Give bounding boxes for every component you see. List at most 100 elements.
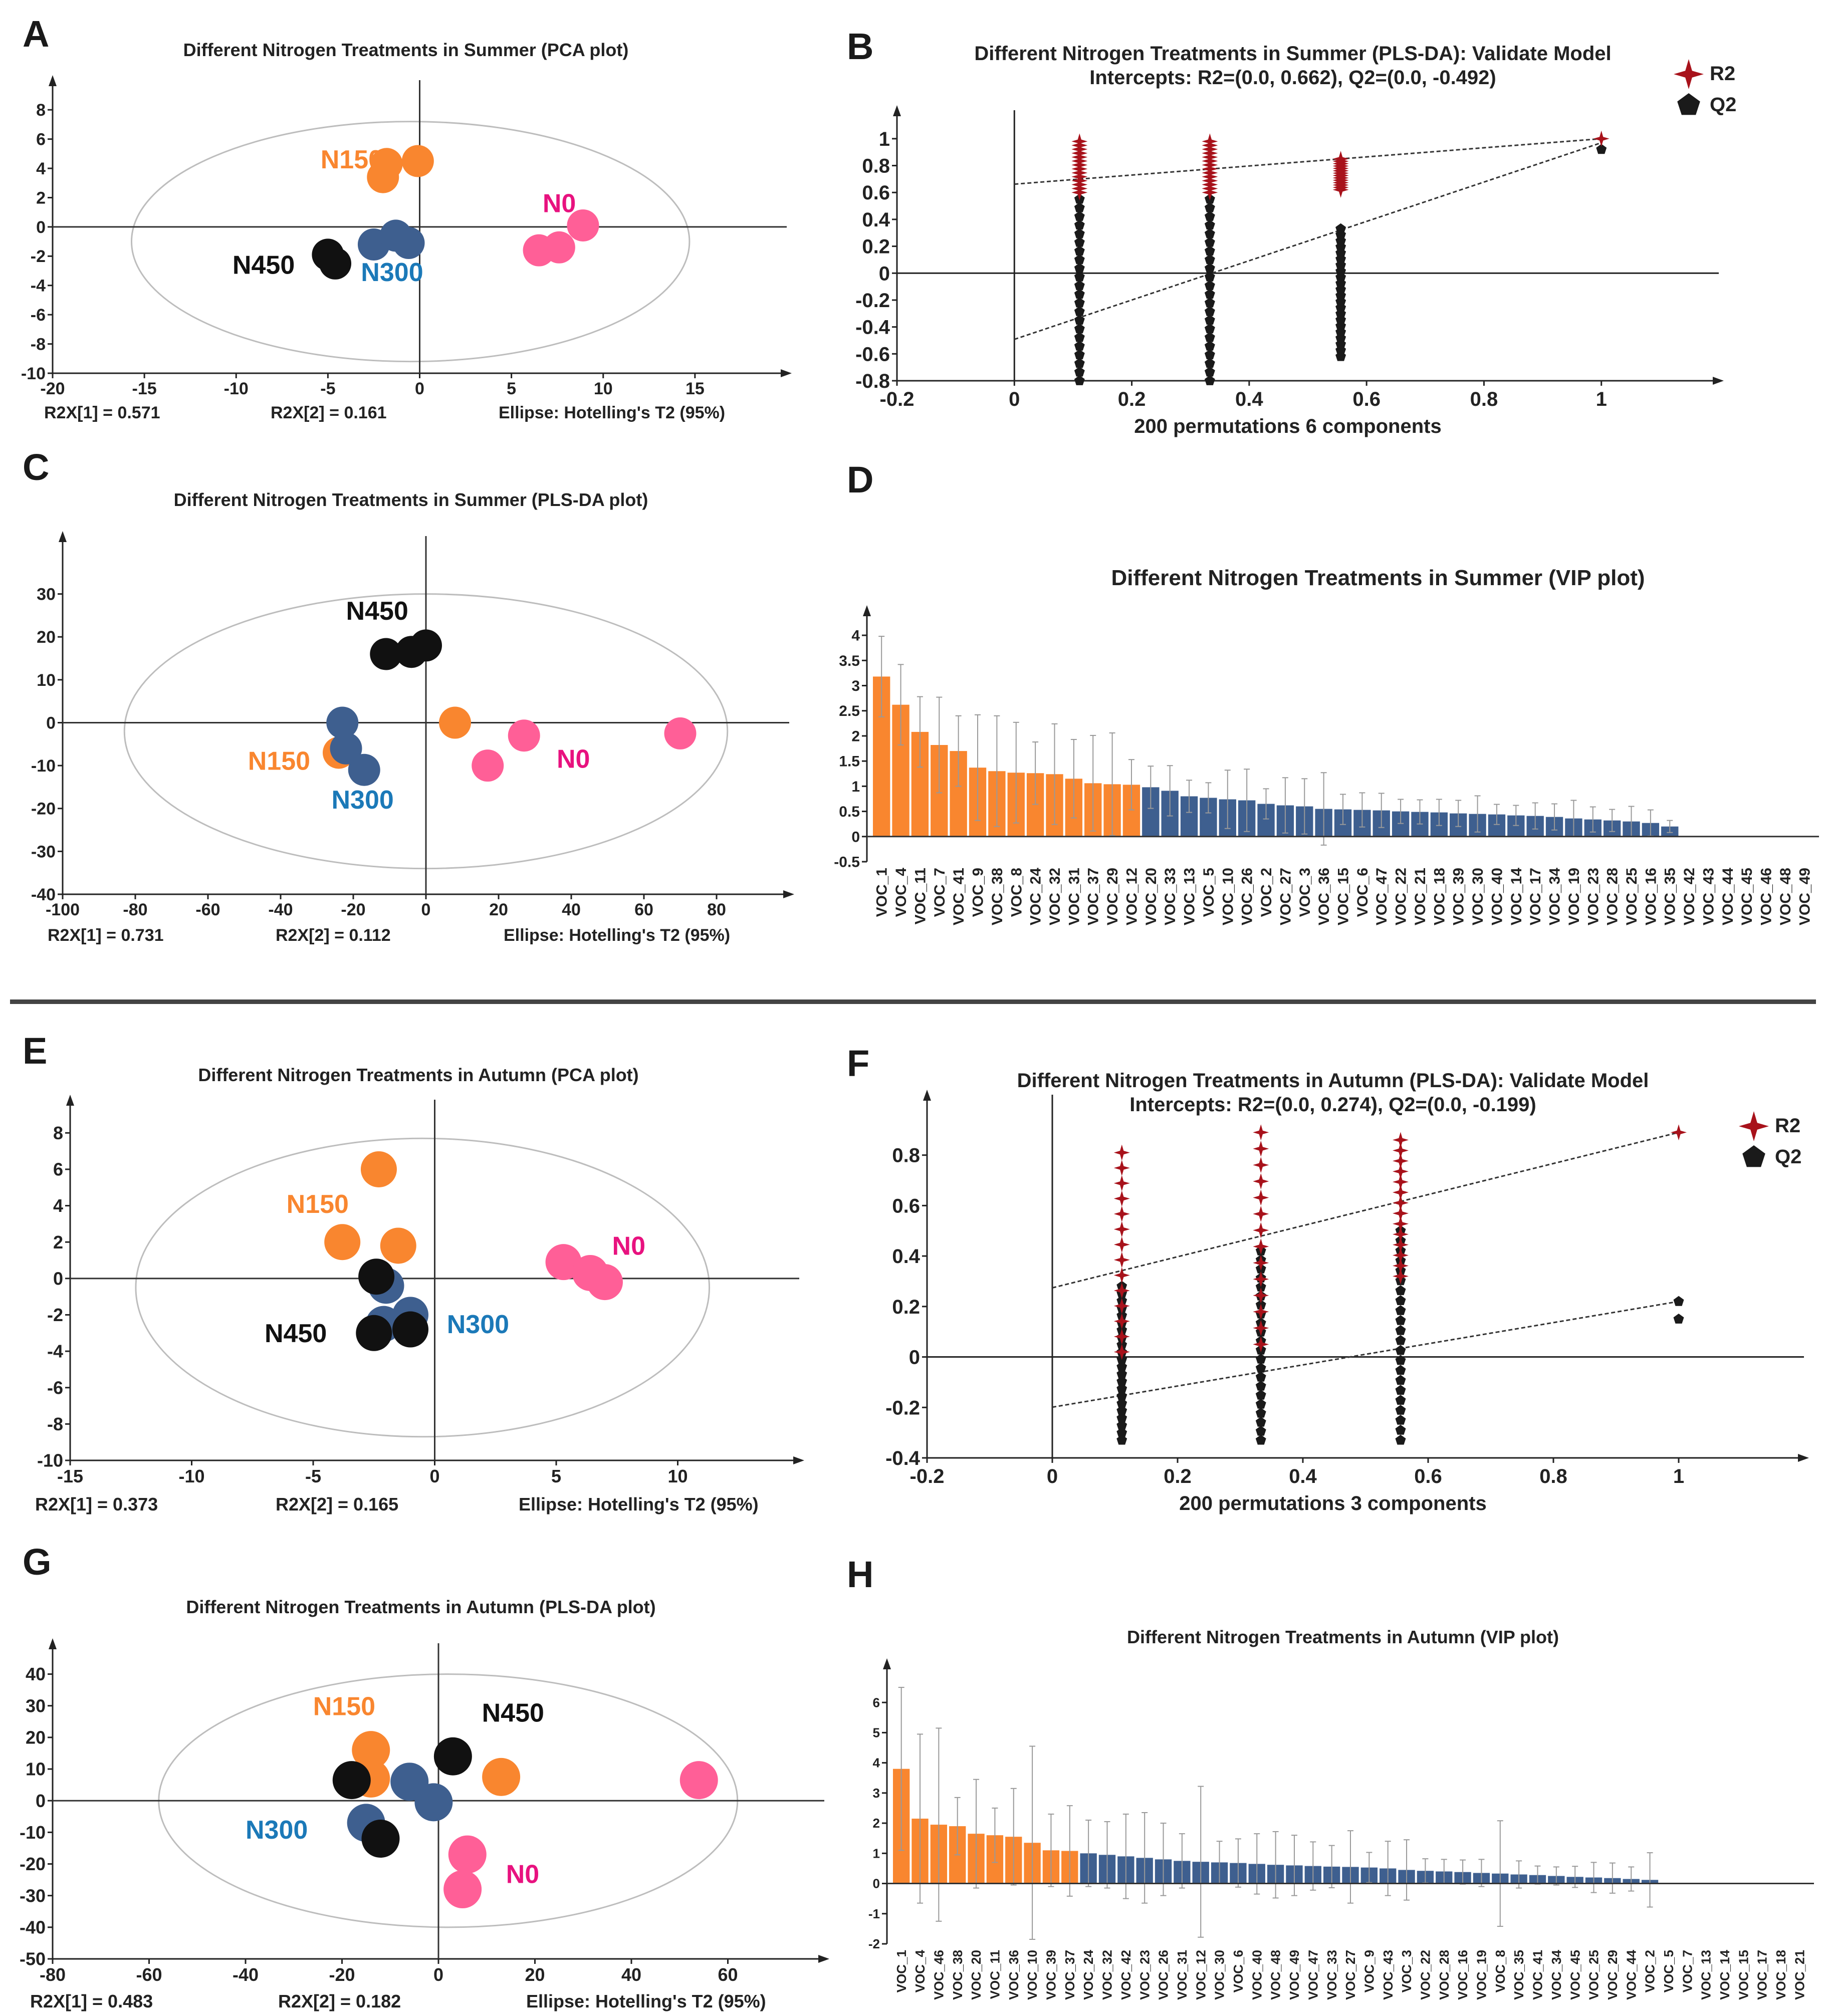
y-tick-label: 5 bbox=[873, 1725, 880, 1740]
y-axis-arrow bbox=[893, 105, 901, 116]
y-tick-label: -0.4 bbox=[885, 1447, 921, 1469]
category-label: VOC_17 bbox=[1755, 1950, 1770, 2000]
category-label: VOC_25 bbox=[1586, 1950, 1602, 2000]
q2-permutation-marker bbox=[1395, 1414, 1406, 1425]
category-label: VOC_37 bbox=[1085, 868, 1102, 925]
point-n450 bbox=[370, 638, 402, 670]
q2-permutation-marker bbox=[1074, 280, 1085, 291]
y-tick-label: 40 bbox=[26, 1664, 46, 1684]
category-label: VOC_39 bbox=[1044, 1950, 1059, 2000]
y-tick-label: 8 bbox=[53, 1123, 63, 1143]
point-n0 bbox=[443, 1870, 482, 1909]
q2-permutation-marker bbox=[1204, 349, 1215, 360]
q2-permutation-marker bbox=[1395, 1434, 1406, 1445]
q2-permutation-marker bbox=[1074, 236, 1085, 247]
chart-title: Different Nitrogen Treatments in Summer … bbox=[183, 40, 629, 60]
category-label: VOC_23 bbox=[1137, 1950, 1152, 2000]
r2-permutation-marker bbox=[1113, 1344, 1130, 1360]
y-tick-label: -0.2 bbox=[885, 1397, 920, 1419]
group-label-n450: N450 bbox=[482, 1698, 544, 1727]
y-tick-label: 0.2 bbox=[892, 1296, 920, 1318]
footer-ellipse: Ellipse: Hotelling's T2 (95%) bbox=[499, 403, 725, 422]
y-tick-label: 20 bbox=[26, 1727, 46, 1747]
x-tick-label: -60 bbox=[195, 900, 220, 919]
point-n0 bbox=[567, 209, 599, 241]
q2-original-marker bbox=[1673, 1314, 1684, 1324]
y-tick-label: 0.6 bbox=[892, 1195, 920, 1217]
y-axis-arrow bbox=[923, 1090, 931, 1101]
chart-title: Different Nitrogen Treatments in Autumn … bbox=[198, 1065, 638, 1085]
x-tick-label: 40 bbox=[562, 900, 581, 919]
category-label: VOC_33 bbox=[1162, 868, 1179, 925]
y-tick-label: -20 bbox=[20, 1854, 46, 1874]
q2-permutation-marker bbox=[1395, 1285, 1406, 1296]
y-tick-label: 0 bbox=[36, 1791, 46, 1811]
y-tick-label: -20 bbox=[31, 800, 56, 819]
q2-permutation-marker bbox=[1204, 289, 1215, 299]
group-label-n0: N0 bbox=[506, 1860, 539, 1889]
group-label-n150: N150 bbox=[321, 145, 383, 174]
chart-g-autumn-plsda: Different Nitrogen Treatments in Autumn … bbox=[20, 1597, 829, 2011]
q2-permutation-marker bbox=[1074, 297, 1085, 308]
x-tick-label: -10 bbox=[178, 1466, 204, 1486]
point-n0 bbox=[448, 1835, 487, 1874]
regression-line-q2 bbox=[1014, 142, 1602, 340]
category-label: VOC_29 bbox=[1605, 1950, 1620, 2000]
point-n450 bbox=[358, 1258, 395, 1295]
x-tick-label: -0.2 bbox=[910, 1465, 945, 1487]
q2-permutation-marker bbox=[1255, 1425, 1266, 1436]
chart-title: Different Nitrogen Treatments in Autumn … bbox=[1127, 1627, 1559, 1647]
y-tick-label: -10 bbox=[21, 364, 46, 383]
y-tick-label: 0.4 bbox=[892, 1245, 920, 1268]
category-label: VOC_46 bbox=[931, 1950, 946, 2000]
x-tick-label: 20 bbox=[489, 900, 508, 919]
y-tick-label: 2.5 bbox=[839, 703, 860, 719]
r2-permutation-marker bbox=[1113, 1313, 1130, 1330]
x-tick-label: -5 bbox=[305, 1466, 321, 1486]
x-tick-label: 0 bbox=[433, 1964, 443, 1985]
y-tick-label: -40 bbox=[31, 885, 56, 904]
r2-original-marker bbox=[1671, 1124, 1687, 1141]
legend-r2-label: R2 bbox=[1710, 63, 1735, 85]
y-tick-label: 2 bbox=[851, 728, 860, 744]
category-label: VOC_7 bbox=[932, 868, 948, 917]
legend-q2-label: Q2 bbox=[1775, 1146, 1801, 1168]
q2-permutation-marker bbox=[1074, 323, 1085, 334]
r2-permutation-marker bbox=[1253, 1287, 1269, 1304]
group-label-n150: N150 bbox=[248, 747, 310, 776]
category-label: VOC_43 bbox=[1700, 868, 1717, 925]
x-tick-label: -0.2 bbox=[880, 388, 915, 410]
group-label-n450: N450 bbox=[233, 250, 295, 280]
q2-permutation-marker bbox=[1395, 1405, 1406, 1415]
category-label: VOC_15 bbox=[1736, 1950, 1751, 2000]
y-tick-label: 0 bbox=[36, 218, 46, 237]
y-axis-arrow bbox=[59, 531, 67, 542]
category-label: VOC_20 bbox=[1143, 868, 1160, 925]
x-tick-label: 10 bbox=[594, 379, 613, 398]
category-label: VOC_17 bbox=[1527, 868, 1544, 925]
r2-permutation-marker bbox=[1113, 1175, 1130, 1191]
x-tick-label: 5 bbox=[507, 379, 516, 398]
q2-permutation-marker bbox=[1395, 1385, 1406, 1395]
q2-permutation-marker bbox=[1074, 271, 1085, 282]
y-tick-label: -8 bbox=[47, 1414, 63, 1434]
q2-permutation-marker bbox=[1074, 358, 1085, 368]
r2-permutation-marker bbox=[1393, 1226, 1409, 1242]
category-label: VOC_42 bbox=[1118, 1950, 1133, 2000]
footer-r2x1: R2X[1] = 0.571 bbox=[44, 403, 160, 422]
footer-r2x1: R2X[1] = 0.373 bbox=[35, 1494, 158, 1515]
x-tick-label: 0.2 bbox=[1118, 388, 1146, 410]
x-tick-label: 0.2 bbox=[1164, 1465, 1192, 1487]
q2-permutation-marker bbox=[1204, 375, 1215, 385]
q2-permutation-marker bbox=[1395, 1395, 1406, 1405]
chart-title: Different Nitrogen Treatments in Summer … bbox=[1111, 566, 1645, 590]
r2-permutation-marker bbox=[1393, 1236, 1409, 1253]
panel-label-c: C bbox=[23, 446, 50, 488]
r2-permutation-marker bbox=[1253, 1320, 1269, 1336]
q2-permutation-marker bbox=[1204, 254, 1215, 265]
y-tick-label: 6 bbox=[36, 130, 46, 149]
y-tick-label: -10 bbox=[31, 757, 56, 776]
category-label: VOC_16 bbox=[1455, 1950, 1470, 2000]
category-label: VOC_46 bbox=[1758, 868, 1775, 925]
footer-r2x2: R2X[2] = 0.161 bbox=[271, 403, 387, 422]
